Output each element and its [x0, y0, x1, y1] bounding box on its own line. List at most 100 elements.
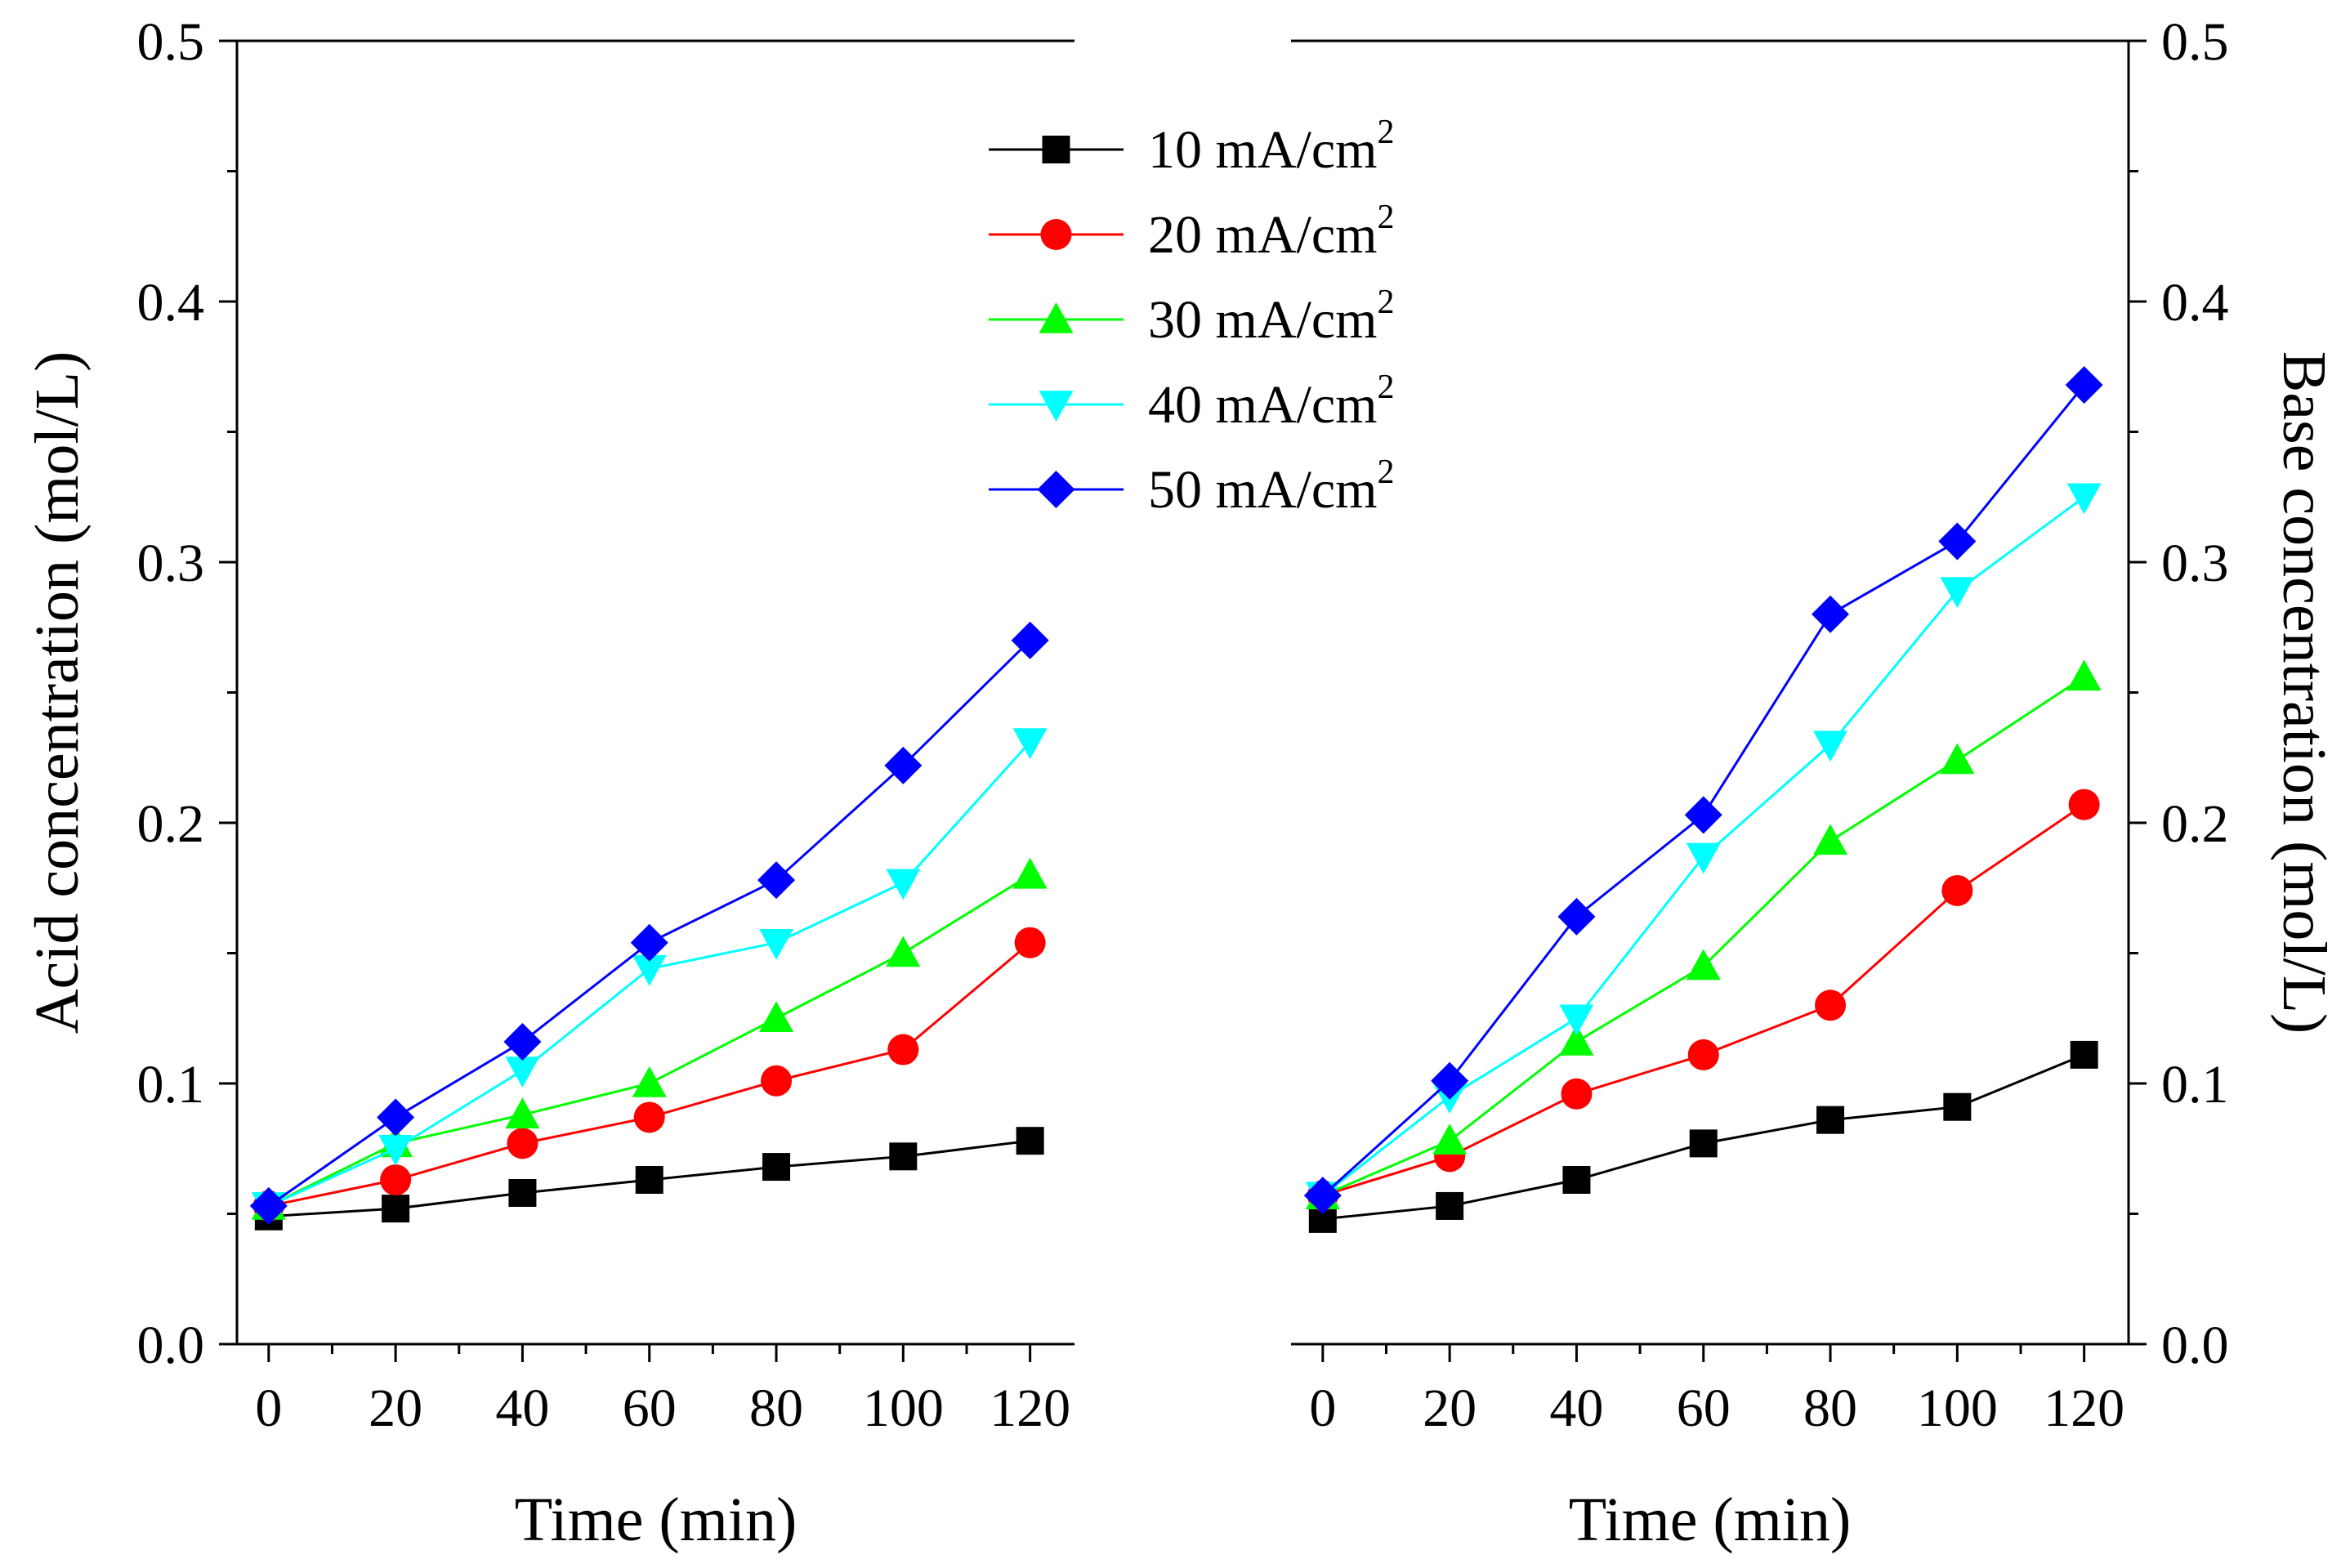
data-point	[1816, 1106, 1845, 1134]
data-point	[249, 1186, 288, 1225]
y-axis-title: Acid concentration (mol/L)	[23, 351, 92, 1034]
data-point	[1559, 1024, 1594, 1056]
data-point	[1684, 796, 1722, 834]
y-tick-label: 0.4	[2161, 273, 2229, 333]
legend-marker	[1042, 136, 1070, 163]
y-tick-label: 0.0	[2161, 1316, 2229, 1375]
data-point	[1561, 1078, 1593, 1110]
data-point	[757, 861, 796, 900]
legend-label: 30 mA/cm2	[1148, 284, 1394, 350]
x-tick-label: 20	[369, 1378, 422, 1438]
data-point	[1011, 621, 1049, 659]
series-30-mA	[251, 857, 1048, 1220]
data-point	[2065, 366, 2103, 404]
data-point	[1940, 743, 1975, 775]
data-point	[1432, 1124, 1468, 1155]
data-point	[1943, 1092, 1972, 1121]
x-tick-label: 40	[1549, 1378, 1603, 1438]
series-40-mA	[251, 728, 1048, 1223]
data-point	[1436, 1191, 1464, 1220]
x-axis-title: Time (min)	[1569, 1485, 1852, 1554]
data-point	[759, 1001, 794, 1033]
x-tick-label: 0	[255, 1378, 282, 1438]
x-tick-label: 120	[990, 1378, 1070, 1438]
legend-label: 40 mA/cm2	[1148, 369, 1394, 435]
data-point	[886, 869, 921, 900]
data-point	[505, 1057, 540, 1088]
data-point	[1938, 522, 1977, 561]
y-tick-label: 0.2	[2161, 794, 2229, 854]
legend-marker	[1040, 219, 1072, 250]
data-point	[1812, 595, 1850, 633]
series-50-mA	[1303, 366, 2103, 1215]
data-point	[1686, 842, 1721, 874]
data-point	[1815, 989, 1847, 1021]
y-axis-title: Base concentration (mol/L)	[2270, 351, 2339, 1034]
data-point	[1016, 1127, 1044, 1155]
data-point	[1687, 1039, 1719, 1070]
y-tick-label: 0.0	[137, 1316, 205, 1375]
data-point	[1940, 577, 1975, 609]
x-axis-title: Time (min)	[515, 1485, 797, 1554]
data-point	[1303, 1177, 1342, 1215]
legend-entry: 10 mA/cm2	[989, 114, 1394, 180]
series-30-mA	[1305, 659, 2102, 1209]
data-point	[1559, 1004, 1594, 1036]
data-point	[630, 923, 668, 962]
data-point	[1557, 897, 1596, 936]
base-chart-panel: 0 20 40 60 80 100 120 0.0 0.1 0.2 0.3 0.4 0.5 Time (m…	[1291, 12, 2339, 1554]
data-point	[1941, 874, 1973, 906]
data-point	[2066, 659, 2102, 691]
x-tick-label: 60	[1677, 1378, 1731, 1438]
data-point	[2066, 483, 2102, 515]
data-point	[1813, 824, 1848, 855]
data-point	[889, 1142, 918, 1171]
series-10-mA	[1308, 1040, 2098, 1233]
legend-entry: 30 mA/cm2	[989, 284, 1394, 350]
data-point	[380, 1164, 412, 1196]
data-point	[887, 1034, 919, 1065]
data-point	[886, 936, 921, 967]
data-point	[1012, 728, 1048, 760]
legend-label: 10 mA/cm2	[1148, 114, 1394, 180]
y-tick-label: 0.3	[137, 534, 205, 593]
x-tick-label: 0	[1309, 1378, 1336, 1438]
legend-marker	[1037, 471, 1075, 508]
x-tick-label: 60	[623, 1378, 677, 1438]
data-point	[633, 1101, 665, 1133]
x-tick-label: 20	[1423, 1378, 1477, 1438]
data-point	[759, 928, 794, 960]
x-tick-label: 100	[863, 1378, 944, 1438]
data-point	[505, 1097, 540, 1129]
data-point	[1014, 927, 1046, 958]
series-10-mA	[254, 1127, 1044, 1231]
series-line	[1321, 384, 2085, 1197]
y-tick-label: 0.1	[2161, 1055, 2229, 1115]
data-point	[503, 1022, 542, 1061]
data-point	[1689, 1129, 1718, 1158]
series-50-mA	[249, 621, 1049, 1225]
data-point	[632, 954, 667, 986]
x-tick-label: 100	[1917, 1378, 1998, 1438]
legend-label: 20 mA/cm2	[1148, 199, 1394, 265]
legend-entry: 40 mA/cm2	[989, 369, 1394, 435]
data-point	[2070, 1040, 2098, 1069]
data-point	[508, 1178, 537, 1207]
y-tick-label: 0.5	[2161, 12, 2229, 72]
data-point	[632, 1066, 667, 1097]
y-tick-label: 0.1	[137, 1055, 205, 1115]
data-point	[1686, 949, 1721, 981]
data-point	[1012, 857, 1048, 889]
data-point	[507, 1128, 538, 1159]
data-point	[382, 1195, 410, 1223]
data-point	[378, 1134, 413, 1166]
y-tick-label: 0.5	[137, 12, 205, 72]
legend-marker	[1039, 391, 1074, 422]
data-point	[761, 1065, 793, 1097]
data-point	[635, 1166, 663, 1195]
data-point	[377, 1098, 415, 1137]
y-tick-label: 0.3	[2161, 534, 2229, 593]
data-point	[762, 1153, 791, 1182]
acid-chart-panel: 0 20 40 60 80 100 120 0.0 0.1 0.2 0.3 0.4 0.5 Time (m…	[23, 12, 1074, 1554]
